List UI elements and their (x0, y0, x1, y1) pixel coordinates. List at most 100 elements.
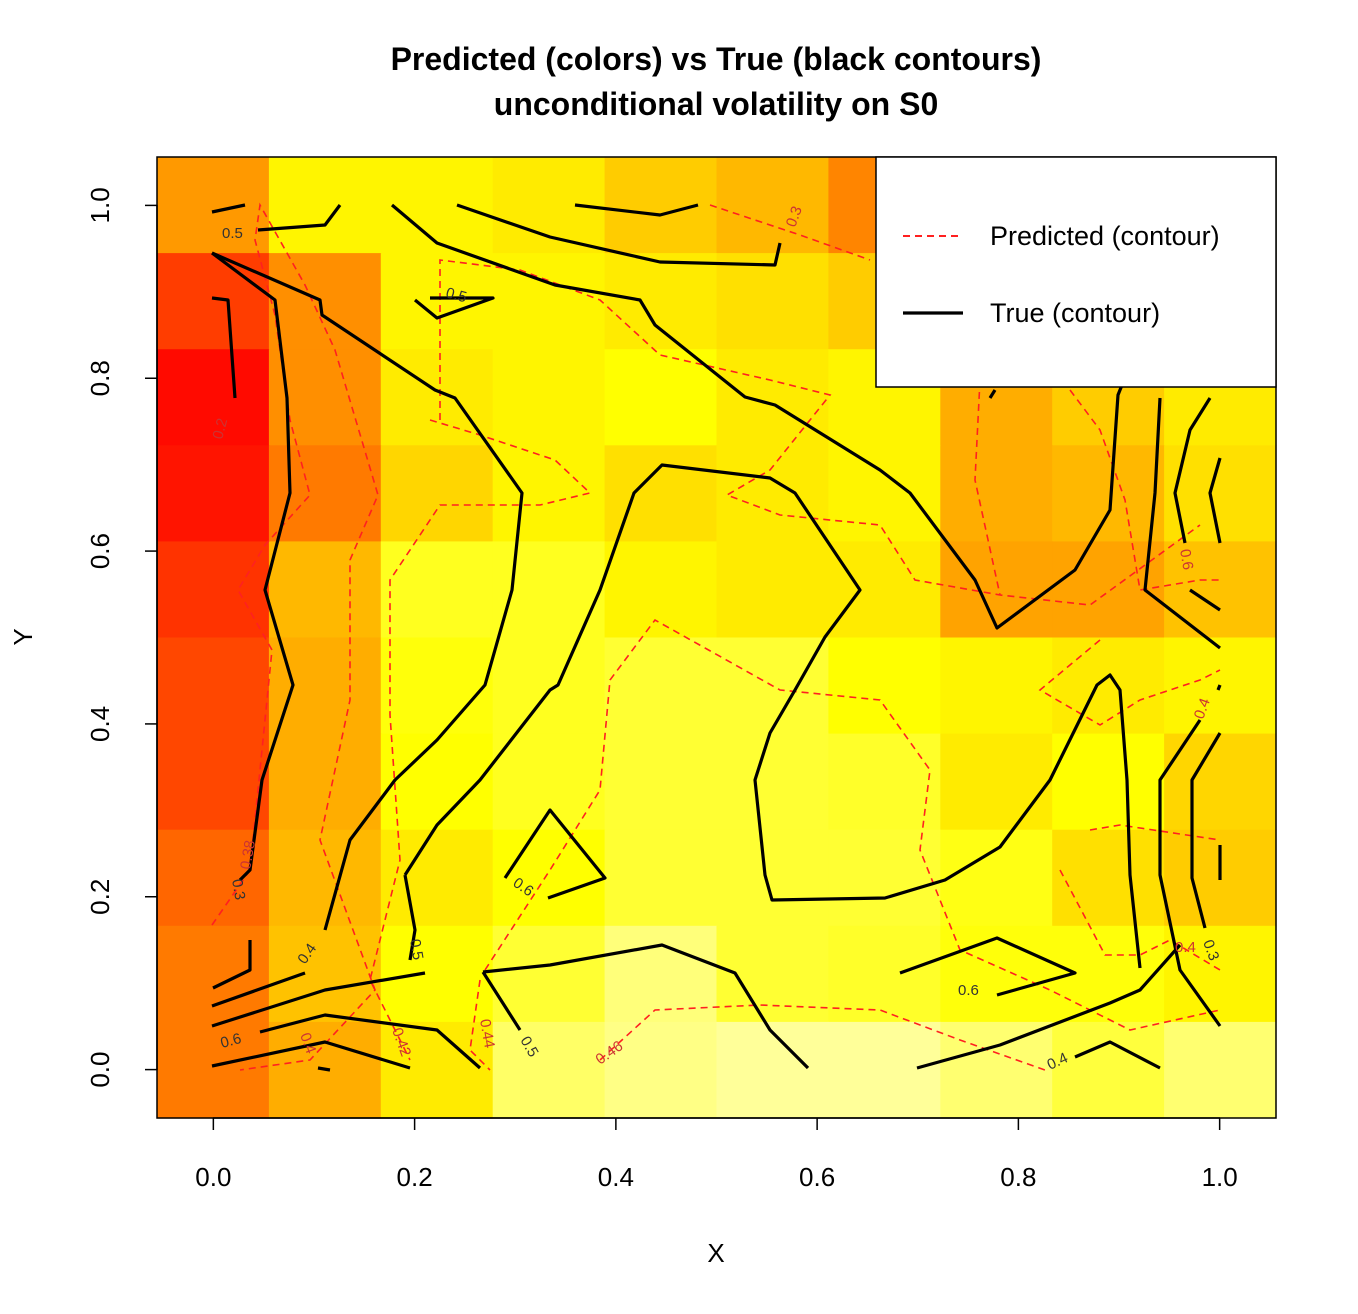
predicted-contour-label: 0.4 (1175, 939, 1196, 956)
chart-subtitle: unconditional volatility on S0 (494, 86, 938, 122)
heatmap-cell (492, 925, 606, 1023)
predicted-contour-line (469, 618, 1221, 1071)
predicted-contour-line (369, 419, 592, 1061)
heatmap-cell (380, 445, 494, 542)
heatmap-cell (380, 541, 494, 639)
heatmap-cell (604, 253, 718, 350)
heatmap-cell (940, 637, 1053, 735)
heatmap-cell (268, 829, 382, 927)
heatmap-cell (1052, 1021, 1165, 1119)
legend-box (875, 156, 1277, 388)
legend-true-label: True (contour) (990, 298, 1160, 328)
heatmap-cell (1164, 1021, 1277, 1119)
y-tick-label: 1.0 (85, 187, 115, 223)
true-contour-line (259, 1013, 482, 1070)
y-axis-label: Y (8, 628, 38, 645)
predicted-contour-line (709, 204, 1221, 841)
heatmap-cell (268, 541, 382, 639)
x-axis-label: X (707, 1238, 724, 1268)
predicted-contour-line (599, 1004, 1046, 1071)
heatmap-cell (380, 829, 494, 927)
true-contour-line (503, 808, 607, 900)
heatmap-cell (716, 349, 829, 446)
heatmap-cell (1052, 637, 1165, 735)
predicted-contour-label: 0.2 (209, 416, 231, 441)
heatmap-cell (157, 445, 270, 542)
true-contour-label: 0.6 (219, 1030, 244, 1052)
heatmap-cell (492, 733, 606, 831)
true-contour-label: 0.3 (228, 878, 248, 901)
heatmap-cell (380, 925, 494, 1023)
true-contour-label: 0.5 (406, 938, 426, 961)
heatmap-cell (940, 1021, 1053, 1119)
heatmap-cell (716, 733, 829, 831)
heatmap-cell (492, 1021, 606, 1119)
heatmap-cell (716, 925, 829, 1023)
y-tick-label: 0.2 (85, 879, 115, 915)
predicted-contour-line (1059, 869, 1221, 971)
heatmap-cell (716, 445, 829, 542)
heatmap-cell (828, 541, 941, 639)
predicted-contour-label: 0.44 (476, 1018, 498, 1050)
heatmap-cell (157, 253, 270, 350)
true-contour-line (413, 296, 495, 320)
heatmap-cell (1164, 733, 1277, 831)
true-contour-line (1173, 397, 1221, 612)
heatmap-cell (268, 637, 382, 735)
true-contour-line (1208, 457, 1222, 544)
heatmap-cell (716, 541, 829, 639)
true-contour-line (211, 971, 426, 1028)
true-contour-line (481, 943, 810, 1070)
heatmap-cell (380, 733, 494, 831)
heatmap-cell (828, 733, 941, 831)
true-contour-line (211, 296, 237, 399)
x-tick-label: 0.0 (195, 1162, 231, 1192)
true-contour-line (211, 203, 246, 214)
x-tick-label: 0.2 (397, 1162, 433, 1192)
heatmap-cell (828, 829, 941, 927)
heatmap-cell (268, 445, 382, 542)
predicted-contour-line (439, 259, 1201, 606)
y-tick-label: 0.8 (85, 360, 115, 396)
heatmap-cell (1164, 541, 1277, 639)
legend-predicted-label: Predicted (contour) (990, 221, 1220, 251)
y-ticks: 0.0 0.2 0.4 0.6 0.8 1.0 (85, 187, 157, 1088)
true-contour-line (456, 203, 782, 267)
heatmap-cell (604, 1021, 718, 1119)
true-contour-line (988, 389, 1222, 880)
heatmap-cell (157, 349, 270, 446)
true-contour-line (211, 251, 295, 990)
true-contour-line (211, 1040, 411, 1072)
heatmap-cell (380, 157, 494, 254)
true-contour-line (916, 943, 1182, 1070)
heatmap-cell (268, 925, 382, 1023)
heatmap-cell (1052, 829, 1165, 927)
true-contour-line (899, 936, 1077, 997)
heatmap-cell (828, 925, 941, 1023)
heatmap-cell (604, 349, 718, 446)
x-ticks: 0.0 0.2 0.4 0.6 0.8 1.0 (195, 1118, 1238, 1192)
heatmap-cell (716, 157, 829, 254)
predicted-contour-line (1038, 639, 1221, 726)
heatmap-cell (1052, 733, 1165, 831)
heatmap-cell (604, 637, 718, 735)
x-tick-label: 0.4 (598, 1162, 634, 1192)
true-contour-line (1158, 719, 1222, 1027)
heatmap-cell (828, 445, 941, 542)
heatmap-cell (157, 1021, 270, 1119)
heatmap-cell (380, 253, 494, 350)
legend: Predicted (contour) True (contour) (875, 156, 1277, 388)
heatmap-cell (157, 829, 270, 927)
heatmap-cell (716, 829, 829, 927)
true-contour-line (1074, 1040, 1161, 1070)
predicted-contour-line (211, 202, 379, 1071)
true-contour-line (403, 463, 1142, 969)
heatmap-cell (157, 733, 270, 831)
heatmap-cell (604, 829, 718, 927)
heatmap-cell (268, 157, 382, 254)
true-contour-line (257, 204, 342, 232)
heatmap-cell (268, 733, 382, 831)
heatmap-cell (604, 157, 718, 254)
heatmap-cell (1052, 445, 1165, 542)
